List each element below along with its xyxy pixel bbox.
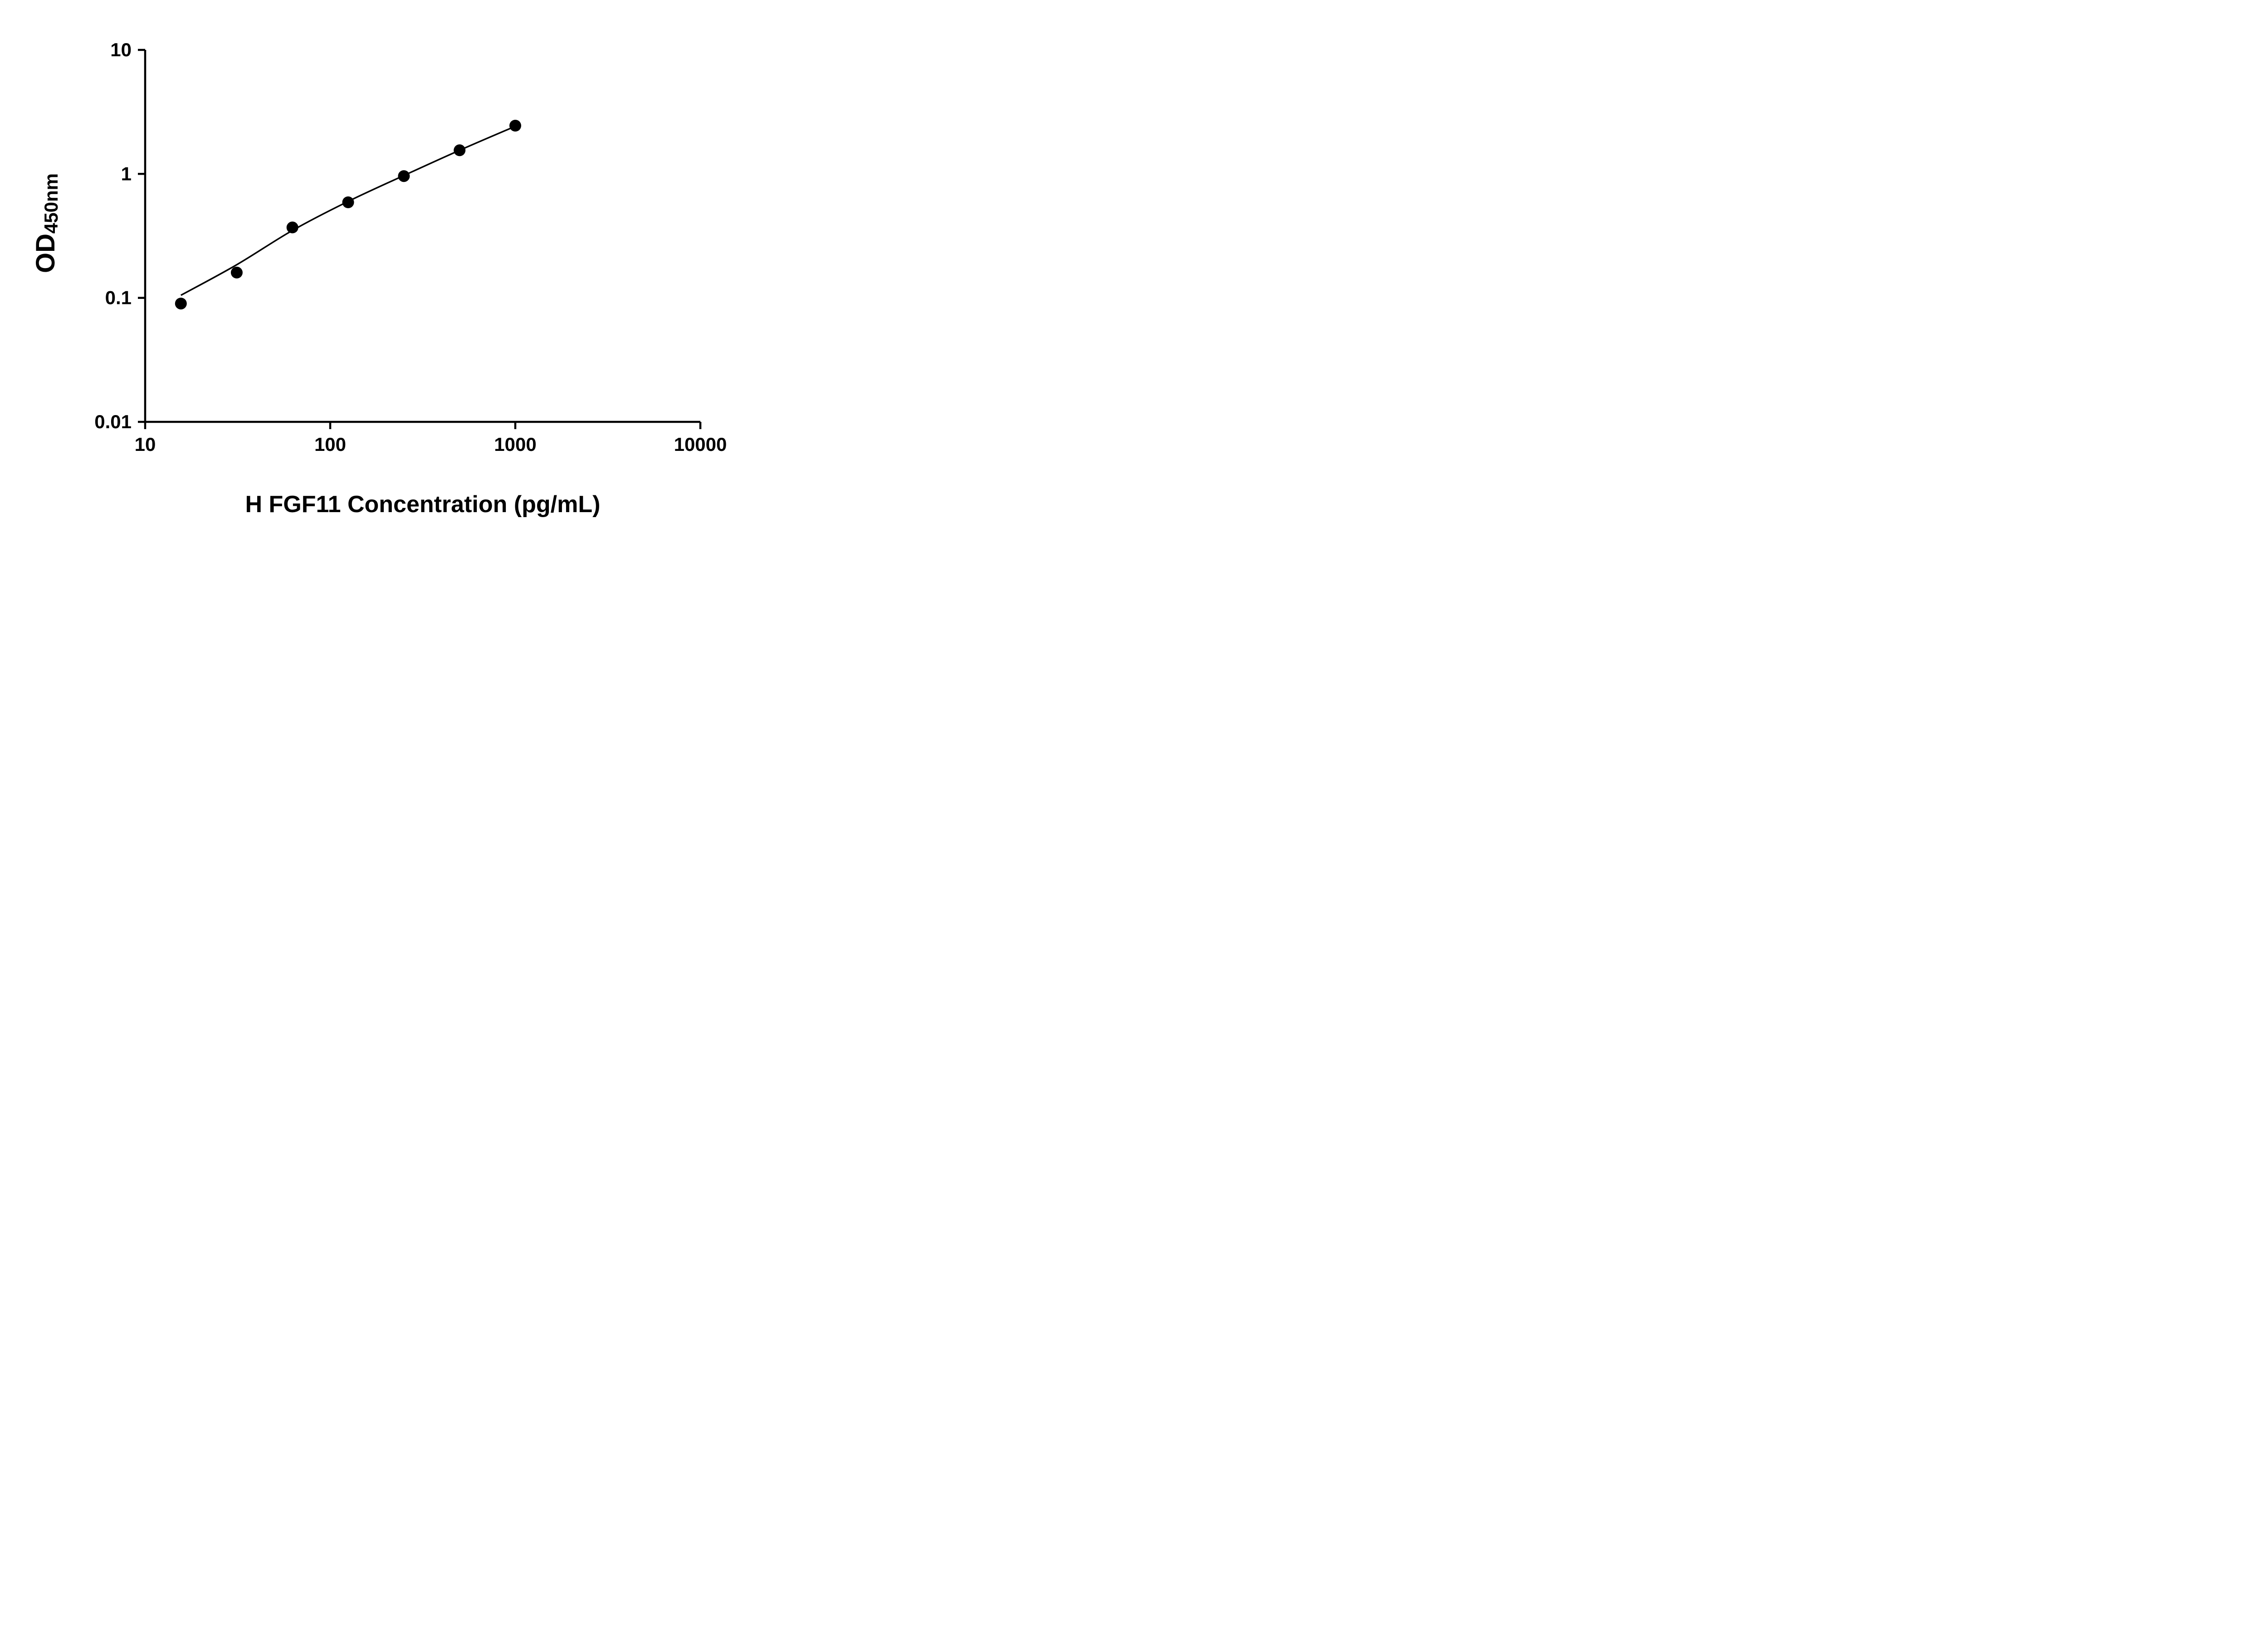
data-point	[398, 170, 410, 182]
elisa-standard-curve-figure: 10 100 1000 10000 0.01 0.1 1 10 OD 450nm H FGF11…	[0, 0, 776, 544]
data-point	[286, 221, 298, 234]
data-point	[230, 266, 243, 279]
y-tick-label: 0.1	[105, 287, 132, 308]
y-axis-title: OD 450nm	[26, 132, 64, 314]
y-axis-title-subscript: 450nm	[40, 173, 62, 234]
y-tick-label: 10	[110, 39, 132, 60]
x-tick-label: 10000	[674, 434, 727, 455]
y-tick-label: 0.01	[94, 411, 132, 432]
x-tick-label: 1000	[494, 434, 536, 455]
data-point	[175, 298, 187, 310]
data-point	[509, 120, 521, 132]
axes	[144, 50, 700, 423]
x-tick-label: 100	[314, 434, 346, 455]
y-axis-title-main: OD	[30, 234, 60, 274]
x-axis-title: H FGF11 Concentration (pg/mL)	[245, 491, 601, 518]
data-point	[342, 196, 354, 208]
chart-plot-area: 10 100 1000 10000 0.01 0.1 1 10	[94, 39, 727, 455]
x-tick-label: 10	[135, 434, 156, 455]
y-tick-label: 1	[121, 163, 132, 184]
data-point	[454, 144, 466, 156]
